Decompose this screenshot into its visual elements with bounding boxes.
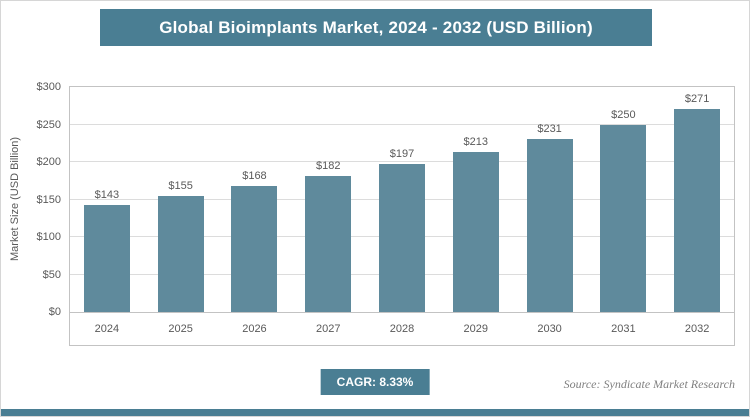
bar-value-label: $155	[168, 179, 193, 192]
bars-container: $143 $155 $168 $182 $197 $213 $231 $250 $271	[70, 87, 734, 312]
x-tick-label: 2025	[168, 323, 193, 335]
y-tick-label: $250	[36, 118, 61, 131]
bar-2027	[305, 175, 352, 312]
cagr-badge: CAGR: 8.33%	[320, 369, 430, 395]
bar-value-label: $271	[684, 92, 710, 105]
bar-2024	[83, 204, 130, 312]
y-tick-label: $100	[36, 231, 61, 243]
y-tick-label: $150	[36, 193, 61, 206]
x-axis-ticks: 2024 2025 2026 2027 2028 2029 2030 2031 2032	[70, 313, 734, 345]
x-tick-label: 2030	[537, 323, 562, 335]
chart-title: Global Bioimplants Market, 2024 - 2032 (…	[159, 17, 593, 37]
bar-2028	[379, 164, 426, 312]
chart-title-banner: Global Bioimplants Market, 2024 - 2032 (…	[100, 9, 652, 46]
bar-2026	[231, 186, 278, 312]
chart-box: $143 $155 $168 $182 $197 $213 $231 $250 $271 202…	[69, 86, 735, 346]
bar-group: $155	[144, 87, 218, 312]
gridline	[70, 161, 734, 162]
bar-group: $197	[365, 87, 439, 312]
bar-2031	[600, 124, 647, 312]
y-tick-label: $50	[42, 268, 61, 281]
bar-group: $213	[439, 87, 513, 312]
bar-2030	[526, 138, 573, 312]
bar-value-label: $182	[315, 159, 341, 172]
y-axis-label: Market Size (USD Billion)	[9, 136, 21, 261]
bar-group: $271	[660, 87, 734, 312]
y-axis-ticks: $0 $50 $100 $150 $200 $250 $300	[27, 81, 65, 318]
x-tick-label: 2026	[242, 323, 267, 335]
x-tick-label: 2024	[94, 323, 120, 335]
bar-value-label: $213	[463, 136, 489, 149]
plot-area: $143 $155 $168 $182 $197 $213 $231 $250 $271	[70, 87, 734, 313]
bar-2025	[157, 195, 204, 312]
bar-value-label: $231	[537, 122, 562, 135]
bar-2029	[452, 152, 499, 312]
bar-group: $231	[513, 87, 587, 312]
x-tick-label: 2027	[315, 323, 341, 335]
bar-value-label: $143	[94, 188, 120, 201]
y-tick-label: $300	[36, 81, 61, 93]
bar-group: $168	[218, 87, 292, 312]
bar-value-label: $168	[242, 170, 267, 182]
bottom-accent-bar	[1, 409, 749, 416]
gridline	[70, 123, 734, 125]
y-tick-label: $0	[48, 306, 61, 318]
bar-value-label: $197	[389, 148, 415, 161]
bar-group: $250	[586, 87, 660, 312]
source-text: Source: Syndicate Market Research	[563, 377, 735, 391]
x-tick-label: 2028	[389, 323, 415, 335]
x-tick-label: 2029	[463, 323, 489, 335]
y-tick-label: $200	[36, 156, 61, 168]
bar-2032	[674, 108, 721, 312]
bar-group: $143	[70, 87, 144, 312]
x-tick-label: 2032	[684, 323, 710, 335]
bar-value-label: $250	[611, 108, 636, 121]
bar-group: $182	[291, 87, 365, 312]
x-tick-label: 2031	[611, 323, 636, 335]
